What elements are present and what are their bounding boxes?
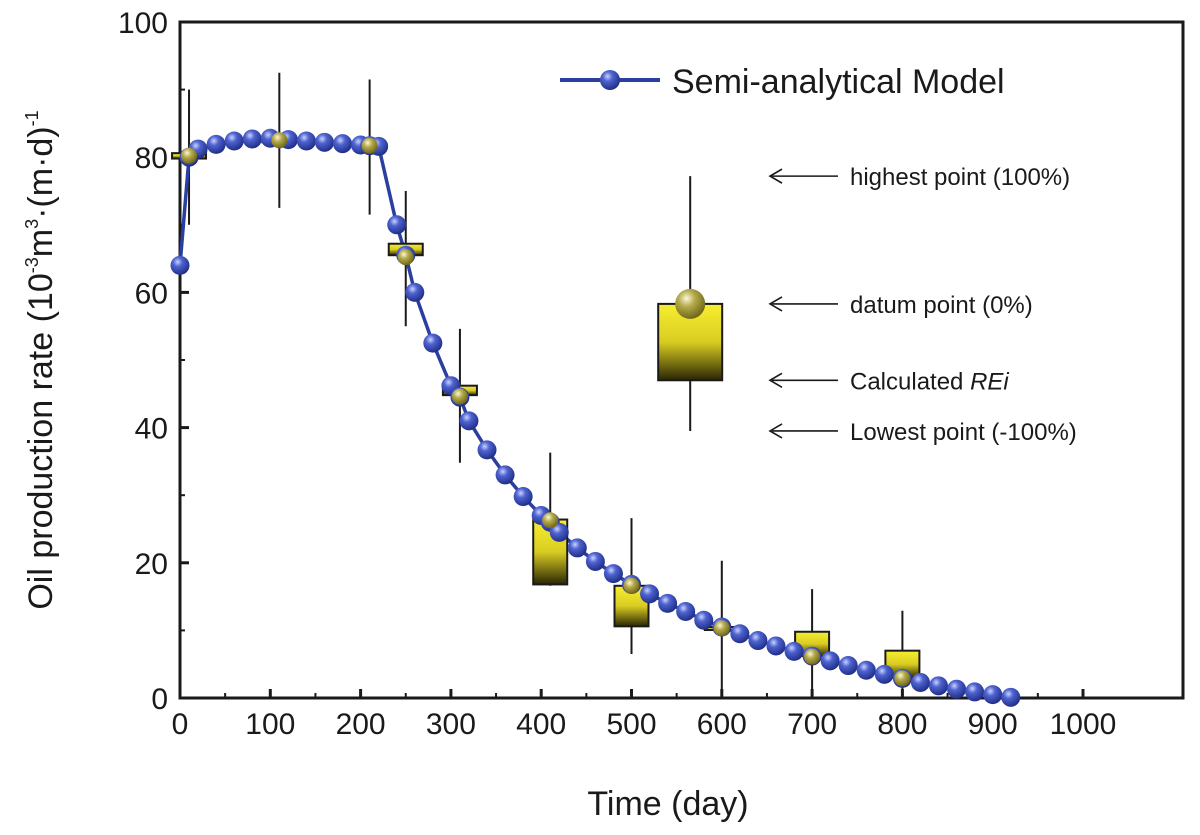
data-point [387,215,407,235]
data-point [224,131,244,151]
legend-marker [600,70,620,90]
whiskers [188,72,904,696]
data-point [676,601,696,621]
tick-labels: 0 100 200 300 400 500 600 700 800 900 1000 0 20 40 60 8… [118,7,1116,741]
datum-point [804,648,821,665]
data-point [766,636,786,656]
legend: Semi-analytical Model [560,63,1005,101]
data-point [965,682,985,702]
legend-label: Semi-analytical Model [672,63,1005,101]
x-tick-label: 400 [516,708,566,741]
data-point [314,132,334,152]
x-tick-label: 700 [787,708,837,741]
annotation-highest: highest point (100%) [850,164,1070,191]
data-point [423,333,443,353]
y-axis-title: Oil production rate (10-3m3·(m·d)-1 [22,110,60,609]
data-point [585,551,605,571]
annotation-arrowhead [768,296,783,312]
data-point [296,131,316,151]
data-point [748,631,768,651]
data-point [513,487,533,507]
annotation-arrowhead [768,168,783,184]
annotation-lowest: Lowest point (-100%) [850,419,1077,446]
annotation-arrowhead [768,372,783,388]
data-point [820,651,840,671]
data-point [929,676,949,696]
data-point [983,685,1003,705]
data-point [658,593,678,613]
y-axis-title-main: Oil production rate (10 [22,273,60,609]
data-point [838,656,858,676]
datum-point [894,670,911,687]
data-point [856,660,876,680]
data-point [549,522,569,542]
datum-point [713,620,730,637]
y-tick-label: 60 [135,277,168,310]
data-point [477,440,497,460]
data-point [495,465,515,485]
series-markers [170,128,1021,707]
data-point [910,672,930,692]
x-tick-label: 800 [877,708,927,741]
x-tick-label: 100 [245,708,295,741]
data-point [694,610,714,630]
x-axis-title: Time (day) [587,785,748,823]
datum-point [361,137,378,154]
series-line [178,136,1012,700]
datum-point [397,249,414,266]
y-axis-title-mid2: ·(m·d) [22,126,60,219]
data-point [459,411,479,431]
y-tick-label: 0 [151,683,168,716]
datum-markers [181,132,911,687]
y-tick-label: 100 [118,7,168,40]
y-tick-label: 80 [135,142,168,175]
x-tick-label: 200 [336,708,386,741]
annotation-arrowhead [768,423,783,439]
data-point [603,564,623,584]
annotations: highest point (100%) datum point (0%) Ca… [768,164,1077,446]
y-axis-title-exp2: 3 [22,219,42,229]
series-line-group [178,136,1012,700]
datum-point [271,132,288,149]
datum-point [451,388,468,405]
data-point [784,641,804,661]
boxes [171,137,921,679]
data-point [206,134,226,154]
annotation-datum: datum point (0%) [850,292,1033,319]
data-point [567,538,587,558]
x-tick-label: 500 [606,708,656,741]
y-axis-title-exp1: -3 [22,257,42,273]
y-axis-title-exp3: -1 [22,110,42,126]
annotation-calc-italic: REi [970,368,1009,395]
x-tick-label: 0 [172,708,189,741]
annotation-calc-text: Calculated [850,368,970,395]
datum-point [542,512,559,529]
data-point [874,664,894,684]
y-tick-label: 40 [135,413,168,446]
x-tick-label: 600 [697,708,747,741]
data-point [405,282,425,302]
data-point [242,129,262,149]
x-tick-label: 900 [968,708,1018,741]
data-point [730,624,750,644]
data-point [640,584,660,604]
key-datum-point [675,288,706,319]
x-tick-label: 1000 [1050,708,1117,741]
key-box-group [657,176,724,431]
y-tick-label: 20 [135,548,168,581]
data-point [1001,687,1021,707]
datum-point [181,147,198,164]
y-axis-title-mid1: m [22,229,60,257]
x-tick-label: 300 [426,708,476,741]
data-point [333,134,353,154]
datum-point [623,577,640,594]
annotation-calc: Calculated REi [850,368,1009,395]
data-point [947,679,967,699]
data-point [170,255,190,275]
